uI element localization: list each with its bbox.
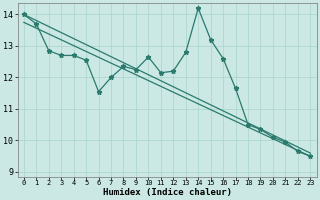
X-axis label: Humidex (Indice chaleur): Humidex (Indice chaleur) (103, 188, 232, 197)
